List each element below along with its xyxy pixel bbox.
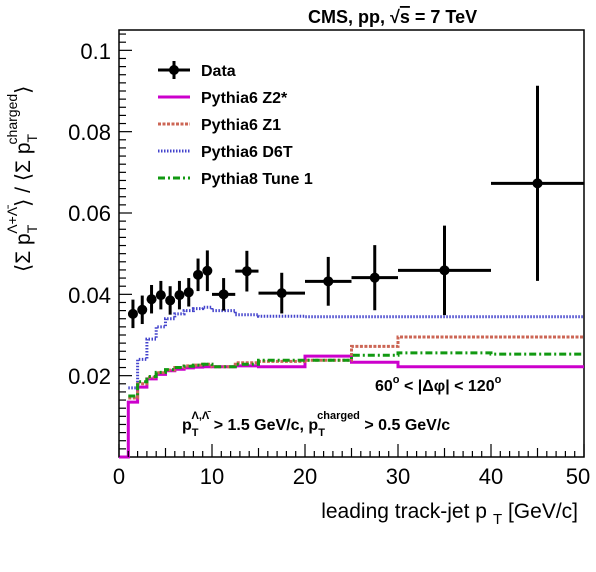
- data-point-marker: [369, 272, 380, 283]
- data-point: [202, 250, 213, 292]
- data-point-marker: [193, 269, 204, 280]
- legend-data-marker: [169, 65, 179, 75]
- series-line-2: [128, 305, 584, 390]
- x-tick-label: 30: [386, 464, 410, 489]
- data-point: [137, 295, 148, 325]
- data-point: [183, 278, 194, 307]
- data-point-marker: [127, 308, 138, 319]
- legend-label-data: Data: [201, 63, 236, 80]
- axis-ticks: [118, 33, 585, 457]
- annotation-dphi: 60o < |Δφ| < 120o: [375, 374, 502, 395]
- x-tick-label: 40: [479, 464, 503, 489]
- data-series: [127, 85, 584, 329]
- y-tick-label: 0.04: [68, 283, 111, 308]
- legend-label-z2star: Pythia6 Z2*: [201, 90, 288, 107]
- legend-entry-z2star: Pythia6 Z2*: [158, 90, 288, 107]
- y-tick-label: 0.08: [68, 120, 111, 145]
- y-tick-labels: 0.02 0.04 0.06 0.08 0.1: [68, 39, 111, 389]
- data-point: [235, 250, 259, 292]
- data-point: [193, 258, 204, 292]
- mc-series-layer: [119, 305, 584, 459]
- legend-entry-d6t: Pythia6 D6T: [158, 144, 293, 161]
- data-point-marker: [183, 287, 194, 298]
- data-point: [398, 225, 491, 316]
- data-point: [491, 85, 584, 281]
- data-point-marker: [532, 178, 543, 189]
- y-tick-label: 0.1: [80, 39, 111, 64]
- data-point: [127, 299, 138, 329]
- data-point: [258, 272, 305, 314]
- data-point: [155, 280, 166, 310]
- data-point-marker: [323, 276, 334, 287]
- y-axis-title: ⟨Σ pTΛ+Λ̄⟩ / ⟨Σ pTcharged⟩: [4, 86, 40, 272]
- series-line-0: [119, 354, 584, 459]
- data-point-marker: [218, 289, 229, 300]
- data-point-marker: [146, 294, 157, 305]
- legend-entry-pythia8: Pythia8 Tune 1: [158, 171, 313, 188]
- data-point-marker: [165, 295, 176, 306]
- y-tick-label: 0.02: [68, 364, 111, 389]
- legend-label-z1: Pythia6 Z1: [201, 117, 281, 134]
- annotation-cuts: pTΛ,Λ̄ > 1.5 GeV/c, pTcharged > 0.5 GeV/…: [182, 410, 450, 439]
- x-tick-label: 50: [566, 464, 590, 489]
- legend-label-d6t: Pythia6 D6T: [201, 144, 293, 161]
- data-point-marker: [155, 290, 166, 301]
- data-point-marker: [439, 265, 450, 276]
- data-point: [165, 286, 176, 315]
- legend-entry-z1: Pythia6 Z1: [158, 117, 281, 134]
- series-line-3: [128, 351, 584, 398]
- plot-frame: [118, 29, 585, 458]
- data-point-marker: [137, 304, 148, 315]
- y-tick-label: 0.06: [68, 201, 111, 226]
- data-point: [351, 245, 398, 311]
- chart-title: CMS, pp, √s = 7 TeV: [308, 7, 477, 27]
- data-point-marker: [202, 265, 213, 276]
- legend: Data Pythia6 Z2* Pythia6 Z1 Pythia6 D6T …: [158, 61, 313, 188]
- data-point: [212, 278, 236, 311]
- data-point-marker: [174, 290, 185, 301]
- x-tick-label: 10: [200, 464, 224, 489]
- x-tick-label: 0: [113, 464, 125, 489]
- data-point-marker: [241, 266, 252, 277]
- data-point: [146, 284, 157, 314]
- data-point-marker: [276, 288, 287, 299]
- data-point: [305, 256, 352, 306]
- data-point: [174, 280, 185, 310]
- legend-label-pythia8: Pythia8 Tune 1: [201, 171, 313, 188]
- x-tick-label: 20: [293, 464, 317, 489]
- legend-entry-data: Data: [158, 61, 236, 80]
- x-tick-labels: 0 10 20 30 40 50: [113, 464, 590, 489]
